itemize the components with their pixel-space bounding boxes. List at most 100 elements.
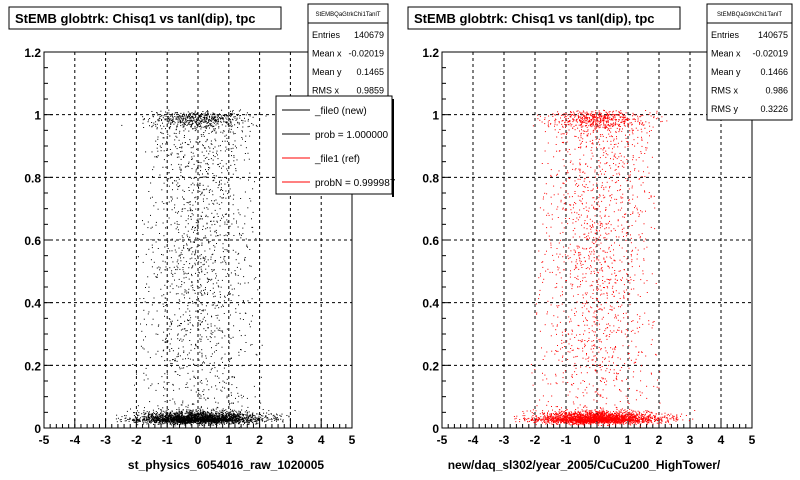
data-point (222, 165, 224, 167)
data-point (174, 204, 176, 206)
data-point (180, 215, 182, 217)
data-point (151, 196, 153, 198)
data-point (227, 124, 229, 126)
data-point (163, 306, 165, 307)
data-point (190, 420, 192, 422)
data-point (211, 419, 213, 421)
data-point (238, 252, 240, 254)
data-point (214, 120, 216, 122)
data-point (213, 220, 215, 222)
data-point (171, 198, 173, 200)
data-point (272, 415, 274, 417)
data-point (167, 117, 169, 118)
data-point (190, 184, 192, 186)
data-point (169, 291, 171, 293)
data-point (191, 275, 193, 277)
data-point (205, 419, 207, 421)
data-point (209, 416, 211, 418)
data-point (551, 418, 553, 420)
data-point (218, 418, 220, 420)
data-point (259, 387, 260, 389)
data-point (199, 165, 201, 167)
data-point (203, 113, 205, 115)
data-point (583, 410, 585, 412)
data-point (247, 282, 249, 284)
data-point (249, 172, 251, 174)
stats-value: 0.9859 (356, 86, 384, 96)
data-point (226, 413, 228, 415)
data-point (211, 224, 213, 226)
data-point (212, 163, 214, 165)
data-point (170, 164, 172, 166)
data-point (226, 414, 227, 416)
data-point (152, 169, 154, 171)
data-point (169, 349, 171, 351)
data-point (173, 422, 175, 424)
data-point (226, 378, 228, 380)
data-point (234, 415, 236, 417)
data-point (230, 110, 231, 112)
data-point (236, 222, 237, 224)
data-point (225, 122, 227, 123)
data-point (204, 147, 206, 149)
data-point (182, 196, 183, 198)
data-point (194, 121, 196, 123)
data-point (212, 331, 214, 333)
data-point (145, 287, 146, 288)
data-point (210, 220, 212, 222)
data-point (204, 114, 206, 116)
stats-value: 140679 (354, 30, 384, 40)
data-point (201, 413, 203, 415)
data-point (202, 318, 204, 320)
data-point (235, 308, 237, 310)
data-point (250, 414, 252, 416)
data-point (196, 259, 197, 261)
data-point (180, 164, 182, 166)
data-point (152, 409, 154, 411)
data-point (190, 113, 192, 115)
data-point (210, 416, 212, 418)
data-point (236, 159, 238, 161)
data-point (179, 417, 181, 419)
x-tick-label: 0 (594, 433, 601, 447)
data-point (240, 144, 242, 146)
data-point (556, 420, 558, 422)
data-point (161, 119, 162, 121)
data-point (204, 418, 206, 420)
data-point (196, 113, 198, 115)
data-point (165, 341, 167, 343)
data-point (195, 411, 197, 413)
x-tick-label: 1 (225, 433, 232, 447)
data-point (207, 164, 209, 166)
data-point (221, 197, 223, 199)
data-point (233, 113, 235, 115)
data-point (288, 415, 290, 417)
data-point (244, 223, 246, 225)
data-point (151, 413, 153, 415)
data-point (189, 413, 190, 415)
data-point (172, 261, 174, 263)
data-point (151, 418, 153, 420)
data-point (236, 147, 237, 149)
data-point (135, 421, 137, 423)
data-point (207, 397, 209, 399)
data-point (160, 125, 161, 127)
data-point (199, 394, 201, 396)
data-point (229, 422, 231, 424)
data-point (228, 418, 230, 420)
data-point (210, 220, 211, 222)
data-point (190, 413, 192, 415)
data-point (150, 415, 152, 417)
data-point (230, 115, 232, 117)
data-point (276, 414, 278, 416)
data-point (178, 347, 180, 349)
data-point (137, 424, 139, 426)
data-point (225, 413, 227, 415)
data-point (199, 419, 201, 421)
data-point (170, 196, 172, 198)
data-point (213, 155, 214, 157)
data-point (630, 424, 632, 426)
data-point (182, 415, 184, 417)
data-point (176, 411, 178, 413)
data-point (266, 419, 268, 421)
